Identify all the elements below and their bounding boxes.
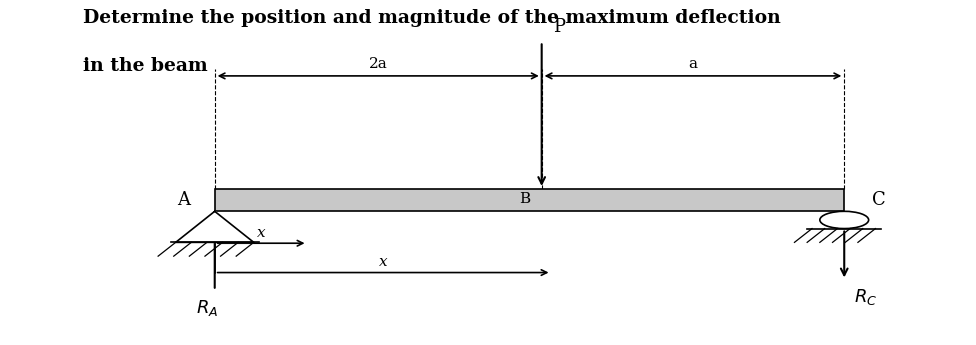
Text: B: B — [519, 193, 530, 206]
Text: $R_C$: $R_C$ — [854, 287, 877, 307]
Polygon shape — [176, 211, 254, 242]
Text: x: x — [257, 226, 265, 240]
Bar — [215, 189, 844, 211]
Text: Determine the position and magnitude of the maximum deflection: Determine the position and magnitude of … — [83, 9, 781, 27]
Text: a: a — [688, 57, 698, 71]
Text: A: A — [178, 191, 190, 209]
Text: C: C — [872, 191, 885, 209]
Text: $R_A$: $R_A$ — [196, 297, 218, 317]
Text: 2a: 2a — [369, 57, 387, 71]
Text: x: x — [379, 255, 387, 269]
Text: in the beam: in the beam — [83, 57, 208, 75]
Circle shape — [820, 211, 869, 229]
Text: P: P — [553, 18, 565, 36]
